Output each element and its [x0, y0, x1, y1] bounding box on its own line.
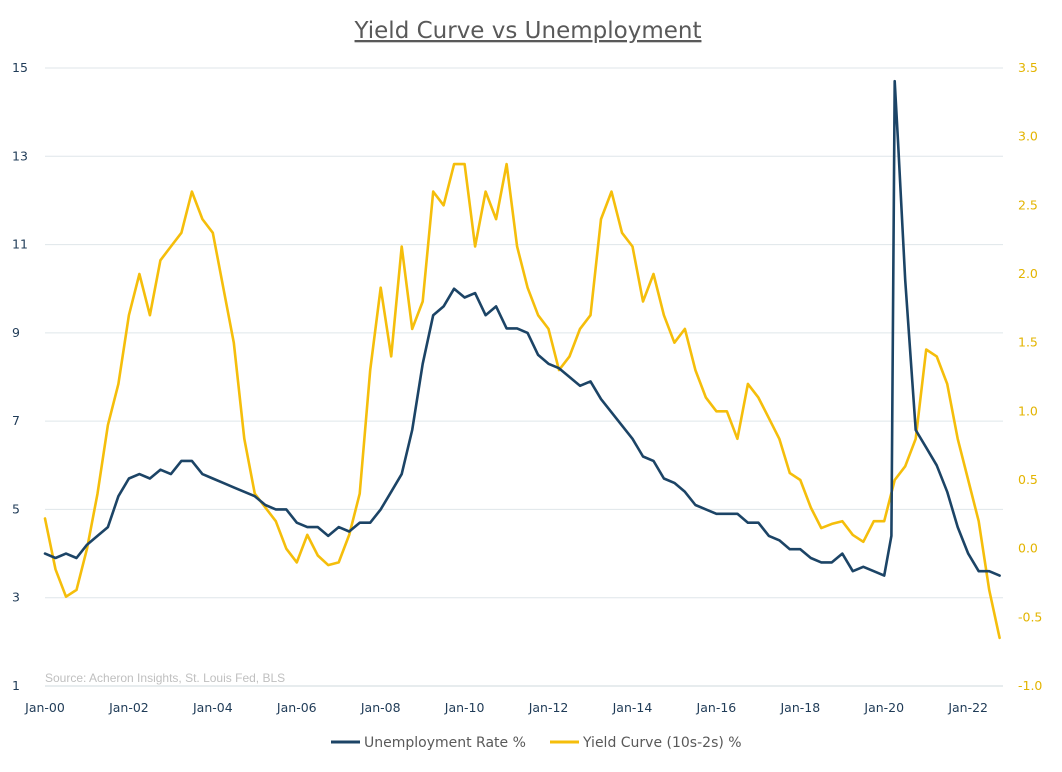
source-note: Source: Acheron Insights, St. Louis Fed,…: [45, 671, 285, 685]
left-tick-label: 13: [12, 148, 28, 163]
right-tick-label: 0.5: [1018, 472, 1038, 487]
x-tick-label: Jan-18: [779, 700, 820, 715]
right-tick-label: 1.5: [1018, 335, 1038, 350]
x-tick-label: Jan-16: [696, 700, 737, 715]
x-tick-label: Jan-00: [24, 700, 65, 715]
right-tick-label: -1.0: [1018, 678, 1042, 693]
left-tick-label: 1: [12, 678, 20, 693]
unemployment-line: [43, 79, 1001, 577]
x-tick-label: Jan-12: [528, 700, 569, 715]
left-tick-label: 15: [12, 60, 28, 75]
right-tick-label: 3.0: [1018, 129, 1038, 144]
x-tick-label: Jan-20: [863, 700, 904, 715]
right-axis-ticks: -1.0 -0.5 0.0 0.5 1.0 1.5 2.0 2.5 3.0 3.5: [1018, 60, 1042, 693]
left-tick-label: 9: [12, 325, 20, 340]
legend-label-yield-curve: Yield Curve (10s-2s) %: [582, 735, 742, 751]
x-tick-label: Jan-10: [444, 700, 485, 715]
x-tick-label: Jan-04: [192, 700, 233, 715]
right-tick-label: 2.5: [1018, 197, 1038, 212]
x-tick-label: Jan-14: [612, 700, 653, 715]
right-tick-label: 1.0: [1018, 403, 1038, 418]
legend-label-unemployment: Unemployment Rate %: [364, 735, 526, 751]
chart-gridlines: [45, 67, 1003, 687]
chart-legend: Unemployment Rate % Yield Curve (10s-2s)…: [331, 735, 742, 751]
x-tick-label: Jan-08: [360, 700, 401, 715]
left-tick-label: 3: [12, 590, 20, 605]
x-axis-ticks: Jan-00 Jan-02 Jan-04 Jan-06 Jan-08 Jan-10 Jan-…: [24, 700, 988, 715]
chart-title: Yield Curve vs Unemployment: [354, 18, 702, 44]
right-tick-label: 2.0: [1018, 266, 1038, 281]
x-tick-label: Jan-06: [276, 700, 317, 715]
x-tick-label: Jan-22: [947, 700, 988, 715]
right-tick-label: -0.5: [1018, 609, 1042, 624]
right-tick-label: 0.0: [1018, 541, 1038, 556]
series-lines: [43, 79, 1001, 640]
left-tick-label: 7: [12, 413, 20, 428]
left-tick-label: 11: [12, 237, 28, 252]
left-tick-label: 5: [12, 501, 20, 516]
x-tick-label: Jan-02: [108, 700, 149, 715]
right-tick-label: 3.5: [1018, 60, 1038, 75]
yield-curve-line: [43, 162, 1001, 640]
